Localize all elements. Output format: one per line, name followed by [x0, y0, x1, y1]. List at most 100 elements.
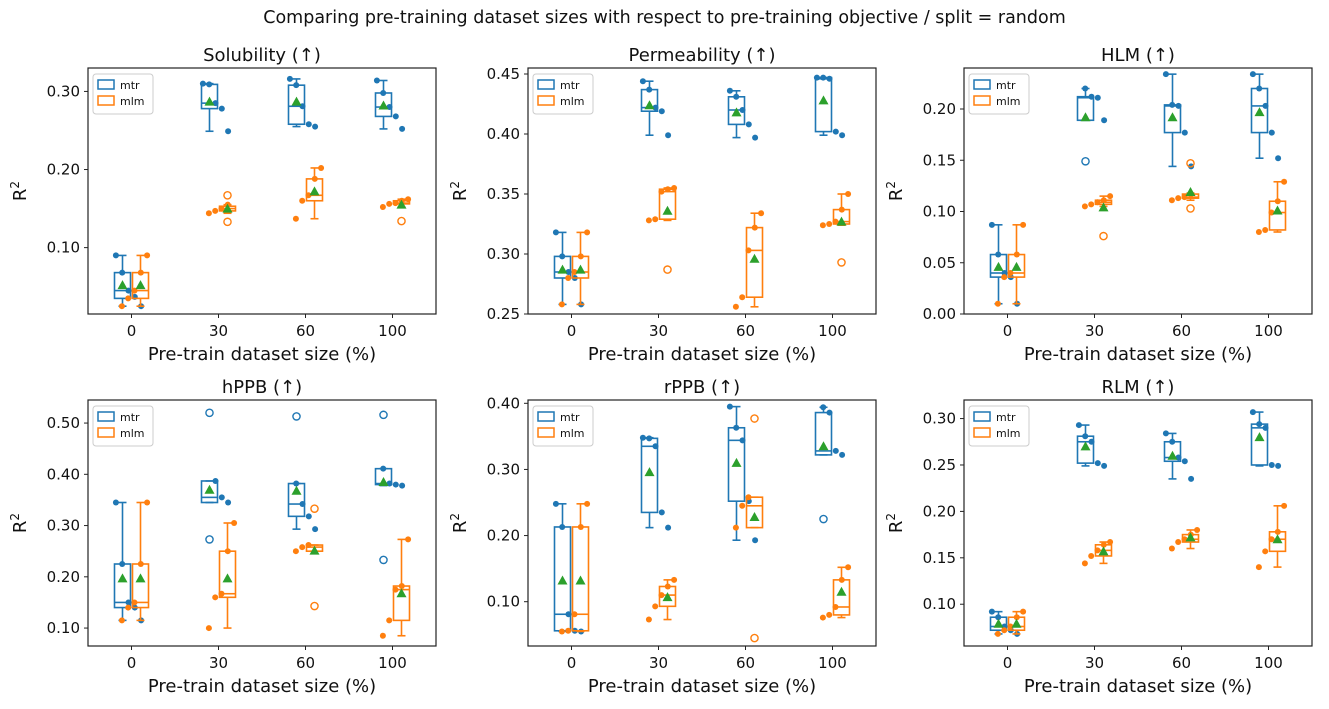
y-axis-label: R2	[448, 513, 471, 533]
y-tick-label: 0.25	[923, 456, 956, 474]
outlier	[819, 514, 828, 524]
mtr-box-group	[199, 80, 232, 135]
mtr-point	[1088, 438, 1095, 445]
mtr-point	[1256, 85, 1263, 92]
y-tick-label: 0.20	[923, 502, 956, 520]
mlm-point	[144, 499, 151, 506]
outlier	[379, 410, 388, 420]
mean-marker	[731, 107, 742, 117]
mlm-point	[658, 592, 665, 599]
mtr-point	[1169, 438, 1176, 445]
mlm-point	[392, 200, 399, 207]
mtr-point	[1268, 129, 1275, 136]
mtr-point	[305, 121, 312, 128]
mtr-point	[839, 451, 846, 458]
mlm-point	[745, 247, 752, 254]
mlm-point	[224, 548, 231, 555]
mtr-point	[832, 447, 839, 454]
mlm-point	[405, 196, 412, 203]
mtr-box-group	[639, 434, 672, 531]
mlm-point	[1268, 536, 1275, 543]
mlm-box-group	[645, 576, 678, 623]
mlm-point	[732, 303, 739, 310]
mtr-box-group	[813, 74, 846, 139]
subplot-0: Solubility (↑) 0.10 0.20 0.30 0 30 60 100Pre-tr…	[8, 45, 437, 365]
y-axis-label-superscript: 2	[8, 181, 22, 189]
mtr-point	[218, 105, 225, 112]
mean-marker	[117, 280, 128, 290]
outlier	[750, 633, 759, 643]
x-tick-label: 100	[378, 654, 407, 672]
mtr-point	[839, 132, 846, 139]
mlm-box-group	[118, 499, 151, 624]
mlm-point	[1175, 539, 1182, 546]
x-tick-label: 100	[1254, 654, 1283, 672]
mlm-box-group	[558, 500, 591, 635]
mtr-box-group	[639, 78, 672, 139]
mlm-point	[645, 217, 652, 224]
mlm-point	[305, 192, 312, 199]
mtr-point	[1268, 461, 1275, 468]
mean-marker	[557, 575, 568, 585]
legend-frame	[532, 405, 594, 447]
subplot-5: RLM (↑) 0.10 0.15 0.20 0.25 0.30 0 30 60 100Pre-t…	[884, 377, 1313, 697]
mtr-point	[559, 253, 566, 260]
mlm-box	[745, 496, 764, 529]
mlm-box-group	[819, 191, 852, 267]
mtr-point	[119, 269, 126, 276]
mlm-point	[645, 616, 652, 623]
mlm-point	[205, 210, 212, 217]
mean-marker	[1272, 205, 1283, 215]
x-axis-label: Pre-train dataset size (%)	[148, 344, 376, 365]
mlm-point	[118, 303, 125, 310]
mlm-box-group	[1168, 159, 1200, 213]
y-axis-label-superscript: 2	[448, 181, 462, 189]
y-axis-label-superscript: 2	[884, 513, 898, 521]
mlm-point	[584, 500, 591, 507]
mtr-point	[752, 537, 759, 544]
mlm-point	[565, 275, 572, 281]
y-tick-label: 0.30	[47, 517, 80, 535]
legend: mtr mlm	[532, 405, 594, 447]
mlm-point	[994, 630, 1001, 637]
legend-frame	[968, 73, 1030, 115]
mtr-point	[995, 614, 1002, 621]
mlm-point	[218, 205, 225, 212]
mtr-point	[1175, 102, 1182, 109]
mtr-point	[658, 108, 665, 115]
mtr-point	[212, 100, 219, 107]
mlm-point	[125, 295, 132, 302]
mlm-point	[1020, 221, 1027, 228]
mean-marker	[662, 592, 673, 602]
mtr-point	[1082, 85, 1089, 92]
outlier	[1099, 231, 1108, 241]
outlier	[1186, 204, 1195, 213]
legend-swatch-mtr	[973, 411, 991, 422]
mlm-point	[292, 215, 299, 222]
mtr-point	[733, 424, 740, 431]
mtr-point	[1262, 424, 1269, 431]
mtr-point	[312, 123, 319, 130]
mtr-point	[988, 608, 995, 615]
mtr-point	[1169, 101, 1176, 108]
y-tick-label: 0.40	[487, 125, 520, 143]
mtr-box-group	[726, 87, 759, 141]
mtr-point	[726, 87, 733, 94]
mlm-point	[671, 576, 678, 583]
mtr-point	[820, 74, 827, 81]
y-axis-label-superscript: 2	[884, 181, 898, 189]
mtr-point	[399, 125, 406, 132]
plot-frame	[87, 399, 437, 647]
mtr-point	[112, 252, 119, 259]
mean-marker	[396, 199, 407, 209]
outlier	[205, 408, 214, 418]
mlm-point	[751, 224, 758, 231]
mtr-box-group	[373, 77, 406, 132]
subplot-title: Permeability (↑)	[629, 45, 776, 66]
x-tick-label: 30	[649, 322, 668, 340]
mlm-point	[386, 200, 393, 207]
mlm-point	[1100, 197, 1107, 204]
mlm-point	[832, 603, 839, 610]
x-axis-label: Pre-train dataset size (%)	[148, 676, 376, 697]
x-tick-label: 100	[818, 322, 847, 340]
